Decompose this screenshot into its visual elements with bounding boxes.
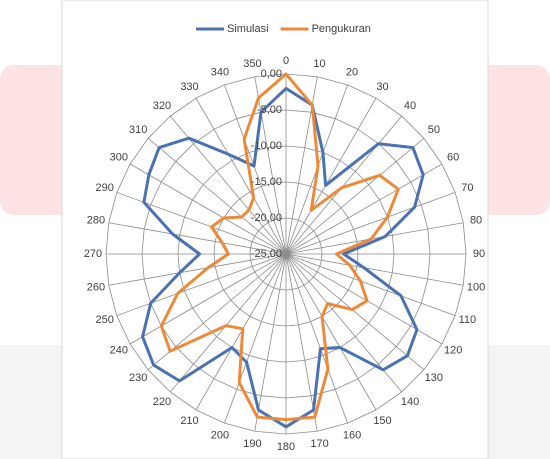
spoke — [285, 253, 318, 432]
category-label: 350 — [243, 58, 261, 70]
spoke — [254, 253, 287, 432]
spoke — [285, 253, 464, 286]
category-label: 120 — [444, 344, 462, 356]
spoke — [285, 192, 456, 255]
category-label: 130 — [425, 372, 443, 384]
spoke — [285, 97, 377, 255]
spoke — [224, 84, 287, 255]
category-label: 280 — [87, 214, 105, 226]
category-label: 20 — [346, 67, 358, 79]
category-label: 290 — [95, 182, 113, 194]
category-label: 270 — [84, 248, 102, 260]
category-label: 0 — [283, 55, 289, 67]
category-label: 160 — [343, 429, 361, 441]
category-label: 220 — [153, 396, 171, 408]
category-label: 310 — [129, 124, 147, 136]
spoke — [285, 115, 403, 255]
series-line — [159, 72, 400, 422]
spoke — [129, 253, 287, 345]
legend-label: Pengukuran — [312, 23, 371, 35]
category-label: 190 — [243, 438, 261, 450]
category-label: 90 — [473, 248, 485, 260]
legend-label: Simulasi — [227, 23, 269, 35]
grid-ring — [177, 145, 395, 363]
r-tick-label: 0,00 — [261, 68, 282, 80]
category-label: 110 — [459, 314, 477, 326]
spoke — [195, 97, 287, 255]
r-tick-label: -15,00 — [251, 176, 282, 188]
spoke — [285, 253, 348, 424]
grid-ring — [249, 217, 323, 291]
category-label: 210 — [180, 415, 198, 427]
category-label: 170 — [310, 438, 328, 450]
category-label: 230 — [129, 372, 147, 384]
spoke — [195, 253, 287, 411]
spoke — [147, 137, 287, 255]
chart-area — [61, 0, 489, 459]
spoke — [285, 222, 464, 255]
category-label: 80 — [470, 214, 482, 226]
r-tick-label: -5,00 — [257, 104, 282, 116]
r-tick-label: -20,00 — [251, 212, 282, 224]
labels: 0 10 20 30 40 50 60 70 80 90 100 110 120 130 140 150 160… — [84, 23, 485, 453]
category-label: 180 — [277, 441, 295, 453]
category-label: 340 — [211, 67, 229, 79]
category-label: 100 — [467, 281, 485, 293]
spoke — [169, 253, 287, 393]
plot — [141, 72, 425, 429]
category-label: 260 — [87, 281, 105, 293]
spoke — [285, 163, 443, 255]
series-line — [141, 86, 425, 429]
category-label: 300 — [110, 151, 128, 163]
spoke — [285, 253, 456, 316]
category-label: 200 — [211, 429, 229, 441]
category-label: 330 — [180, 81, 198, 93]
r-tick-label: -25,00 — [251, 248, 282, 260]
category-label: 10 — [313, 58, 325, 70]
spoke — [285, 253, 377, 411]
category-label: 30 — [376, 81, 388, 93]
spoke — [285, 137, 425, 255]
category-label: 70 — [461, 182, 473, 194]
spoke — [129, 163, 287, 255]
category-label: 250 — [95, 314, 113, 326]
category-label: 60 — [447, 151, 459, 163]
category-label: 320 — [153, 100, 171, 112]
category-label: 240 — [110, 344, 128, 356]
spoke — [285, 253, 425, 371]
category-label: 150 — [373, 415, 391, 427]
category-label: 40 — [404, 100, 416, 112]
spoke — [254, 76, 287, 255]
spoke — [108, 253, 287, 286]
grid-ring — [105, 73, 467, 435]
category-label: 50 — [428, 124, 440, 136]
spoke — [224, 253, 287, 424]
grid-ring — [141, 109, 431, 399]
category-label: 140 — [401, 396, 419, 408]
spoke — [108, 222, 287, 255]
spoke — [116, 253, 287, 316]
r-tick-label: -10,00 — [251, 140, 282, 152]
